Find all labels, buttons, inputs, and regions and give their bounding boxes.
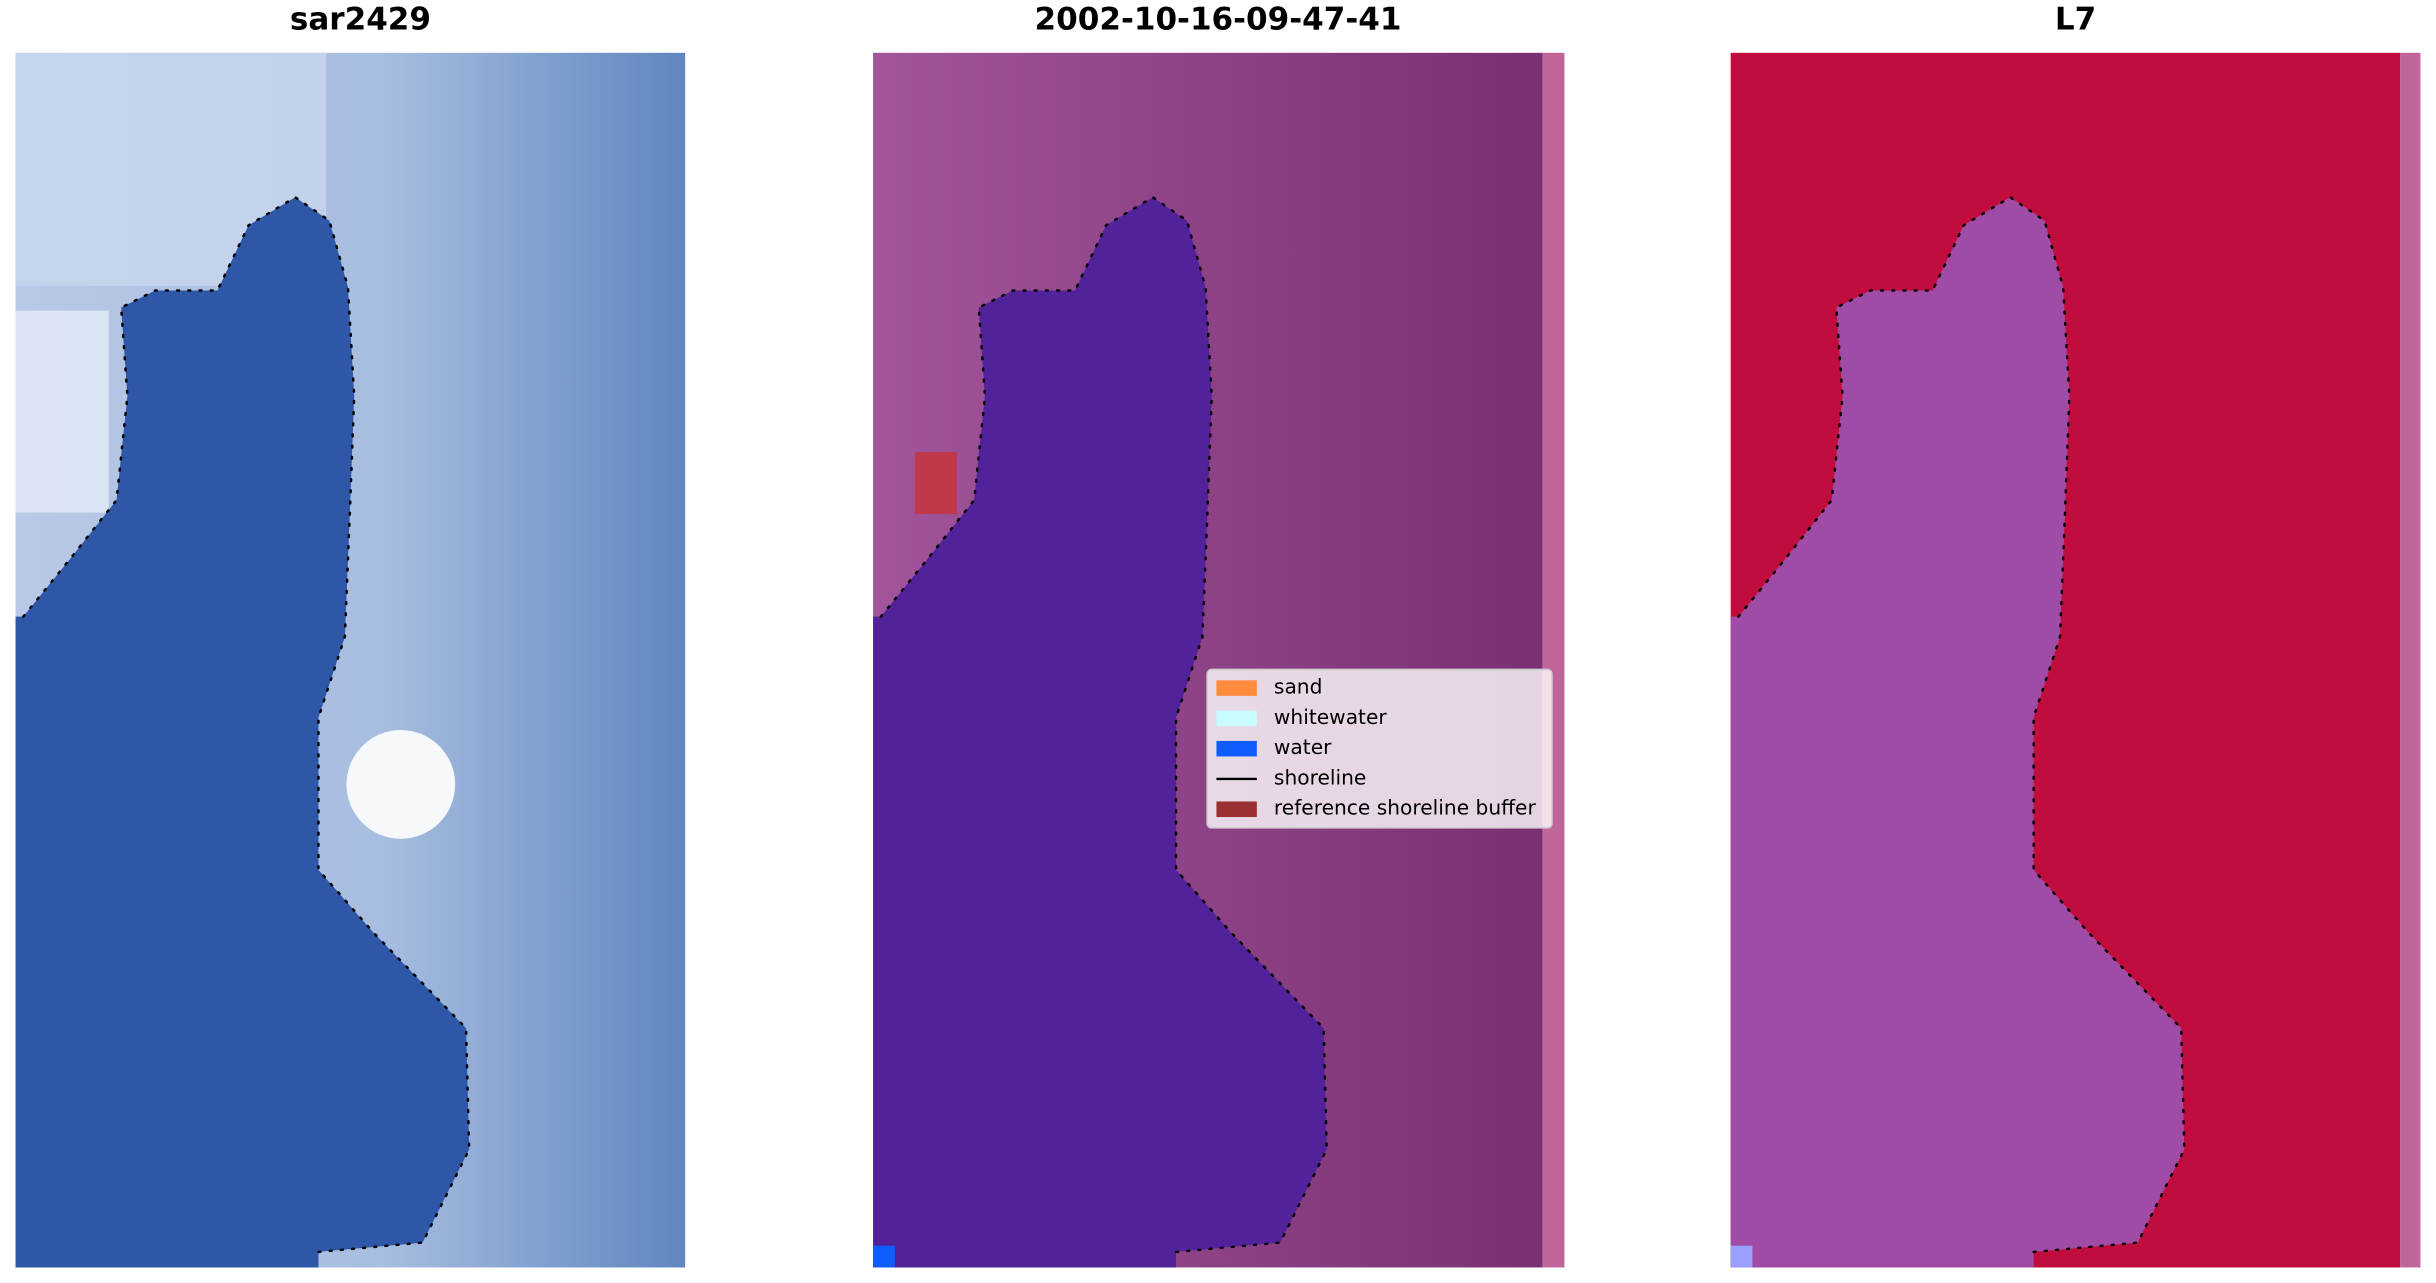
legend-label: whitewater — [1274, 705, 1387, 729]
panel-3 — [1730, 52, 2421, 1268]
legend-swatch — [1216, 710, 1257, 727]
panel-1 — [15, 52, 686, 1268]
panel-title: sar2429 — [290, 2, 431, 38]
legend-swatch — [1216, 801, 1257, 818]
panel-2 — [873, 52, 1565, 1268]
legend-label: sand — [1274, 675, 1323, 699]
legend-swatch — [1216, 740, 1257, 757]
legend-label: shoreline — [1274, 765, 1366, 789]
legend: sand whitewater water shoreline reference sh… — [1206, 668, 1553, 829]
legend-swatch — [1216, 680, 1257, 696]
legend-label: water — [1274, 735, 1332, 759]
panel-title: 2002-10-16-09-47-41 — [1035, 2, 1402, 38]
legend-label: reference shoreline buffer — [1274, 796, 1537, 820]
panel-title: L7 — [2055, 2, 2096, 38]
